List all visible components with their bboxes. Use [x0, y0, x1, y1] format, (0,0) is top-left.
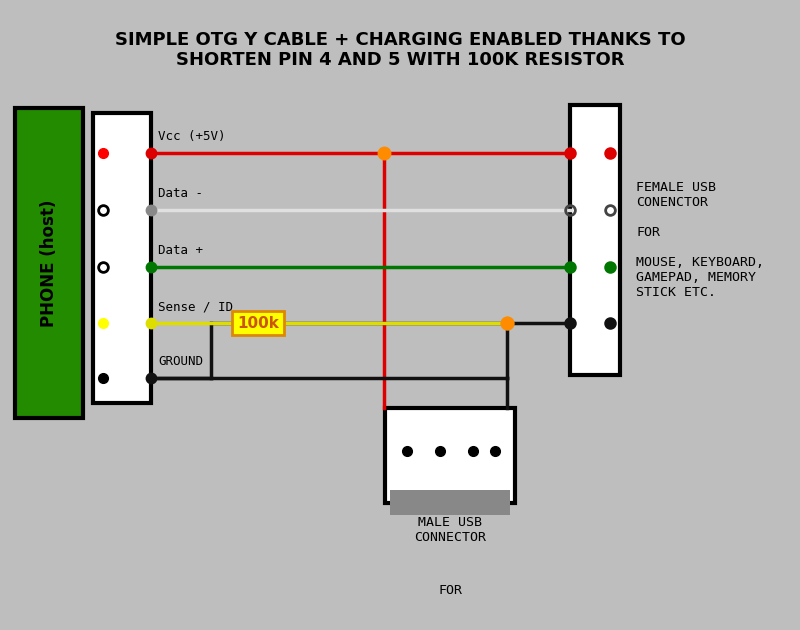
Bar — [93, 113, 151, 403]
Text: Data -: Data - — [158, 187, 203, 200]
Text: Vcc (+5V): Vcc (+5V) — [158, 130, 226, 143]
Text: PHONE (host): PHONE (host) — [40, 199, 58, 327]
Bar — [390, 490, 510, 515]
Text: FOR: FOR — [438, 583, 462, 597]
Text: GROUND: GROUND — [158, 355, 203, 368]
Bar — [15, 108, 83, 418]
Text: SIMPLE OTG Y CABLE + CHARGING ENABLED THANKS TO
SHORTEN PIN 4 AND 5 WITH 100K RE: SIMPLE OTG Y CABLE + CHARGING ENABLED TH… — [114, 31, 686, 69]
Text: MALE USB
CONNECTOR: MALE USB CONNECTOR — [414, 516, 486, 544]
Text: Data +: Data + — [158, 244, 203, 257]
Text: FEMALE USB
CONENCTOR

FOR

MOUSE, KEYBOARD,
GAMEPAD, MEMORY
STICK ETC.: FEMALE USB CONENCTOR FOR MOUSE, KEYBOARD… — [636, 181, 764, 299]
Bar — [385, 408, 515, 503]
Text: 100k: 100k — [237, 316, 279, 331]
Bar — [570, 105, 620, 375]
Text: Sense / ID: Sense / ID — [158, 300, 233, 313]
